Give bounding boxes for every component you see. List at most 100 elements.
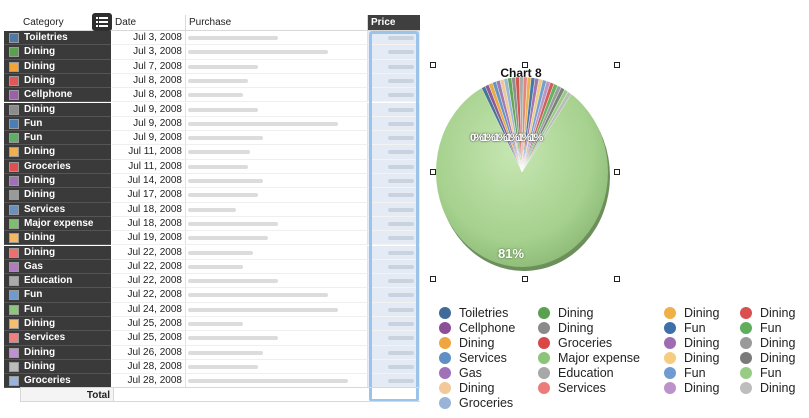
price-cell[interactable] <box>368 45 420 60</box>
price-cell[interactable] <box>368 188 420 203</box>
date-cell[interactable]: Jul 17, 2008 <box>112 188 186 203</box>
purchase-cell[interactable] <box>186 359 368 375</box>
price-cell[interactable] <box>368 259 420 275</box>
price-cell[interactable] <box>368 116 420 132</box>
price-cell[interactable] <box>368 59 420 74</box>
category-cell[interactable]: Major expense <box>4 216 111 232</box>
table-row[interactable]: Fun Jul 22, 2008 <box>0 288 420 303</box>
date-cell[interactable]: Jul 11, 2008 <box>112 145 186 160</box>
category-cell[interactable]: Fun <box>4 116 111 132</box>
date-cell[interactable]: Jul 9, 2008 <box>112 131 186 146</box>
resize-handle-top-left[interactable] <box>430 62 436 68</box>
resize-handle-top-center[interactable] <box>522 62 528 68</box>
price-cell[interactable] <box>368 317 420 332</box>
category-cell[interactable]: Fun <box>4 288 111 303</box>
purchase-cell[interactable] <box>186 288 368 303</box>
category-cell[interactable]: Cellphone <box>4 88 111 103</box>
purchase-cell[interactable] <box>186 88 368 103</box>
purchase-cell[interactable] <box>186 231 368 246</box>
date-cell[interactable]: Jul 26, 2008 <box>112 345 186 360</box>
resize-handle-bottom-center[interactable] <box>522 276 528 282</box>
table-row[interactable]: Dining Jul 22, 2008 <box>0 245 420 260</box>
category-cell[interactable]: Dining <box>4 73 111 89</box>
date-cell[interactable]: Jul 18, 2008 <box>112 216 186 232</box>
purchase-cell[interactable] <box>186 159 368 174</box>
date-cell[interactable]: Jul 3, 2008 <box>112 31 186 46</box>
purchase-cell[interactable] <box>186 331 368 346</box>
purchase-cell[interactable] <box>186 45 368 60</box>
purchase-cell[interactable] <box>186 259 368 275</box>
purchase-cell[interactable] <box>186 145 368 160</box>
price-cell[interactable] <box>368 216 420 232</box>
purchase-cell[interactable] <box>186 345 368 360</box>
table-row[interactable]: Toiletries Jul 3, 2008 <box>0 31 420 46</box>
purchase-cell[interactable] <box>186 302 368 317</box>
date-cell[interactable]: Jul 25, 2008 <box>112 331 186 346</box>
date-cell[interactable]: Jul 22, 2008 <box>112 245 186 260</box>
table-row[interactable]: Dining Jul 28, 2008 <box>0 359 420 375</box>
date-cell[interactable]: Jul 11, 2008 <box>112 159 186 174</box>
table-row[interactable]: Fun Jul 9, 2008 <box>0 131 420 146</box>
price-cell[interactable] <box>368 159 420 174</box>
category-cell[interactable]: Dining <box>4 102 111 117</box>
resize-handle-bottom-left[interactable] <box>430 276 436 282</box>
date-cell[interactable]: Jul 28, 2008 <box>112 359 186 375</box>
category-cell[interactable]: Dining <box>4 345 111 360</box>
date-cell[interactable]: Jul 19, 2008 <box>112 231 186 246</box>
table-row[interactable]: Dining Jul 14, 2008 <box>0 174 420 189</box>
date-cell[interactable]: Jul 25, 2008 <box>112 317 186 332</box>
resize-handle-top-right[interactable] <box>614 62 620 68</box>
category-cell[interactable]: Fun <box>4 131 111 146</box>
price-cell[interactable] <box>368 102 420 117</box>
resize-handle-middle-right[interactable] <box>614 169 620 175</box>
date-cell[interactable]: Jul 14, 2008 <box>112 174 186 189</box>
table-row[interactable]: Fun Jul 24, 2008 <box>0 302 420 317</box>
date-cell[interactable]: Jul 18, 2008 <box>112 202 186 217</box>
table-row[interactable]: Groceries Jul 11, 2008 <box>0 159 420 174</box>
date-column-header[interactable]: Date <box>112 15 186 31</box>
date-cell[interactable]: Jul 7, 2008 <box>112 59 186 74</box>
price-cell[interactable] <box>368 88 420 103</box>
category-menu-button[interactable] <box>92 13 112 31</box>
purchase-cell[interactable] <box>186 116 368 132</box>
table-row[interactable]: Dining Jul 25, 2008 <box>0 317 420 332</box>
price-cell[interactable] <box>368 174 420 189</box>
category-cell[interactable]: Groceries <box>4 159 111 174</box>
table-row[interactable]: Dining Jul 26, 2008 <box>0 345 420 360</box>
resize-handle-bottom-right[interactable] <box>614 276 620 282</box>
price-cell[interactable] <box>368 145 420 160</box>
table-row[interactable]: Dining Jul 7, 2008 <box>0 59 420 74</box>
date-cell[interactable]: Jul 8, 2008 <box>112 73 186 89</box>
table-row[interactable]: Dining Jul 19, 2008 <box>0 231 420 246</box>
price-cell[interactable] <box>368 302 420 317</box>
category-cell[interactable]: Dining <box>4 45 111 60</box>
date-cell[interactable]: Jul 9, 2008 <box>112 116 186 132</box>
category-cell[interactable]: Dining <box>4 317 111 332</box>
price-cell[interactable] <box>368 231 420 246</box>
resize-handle-middle-left[interactable] <box>430 169 436 175</box>
price-cell[interactable] <box>368 359 420 375</box>
category-cell[interactable]: Dining <box>4 174 111 189</box>
purchase-cell[interactable] <box>186 274 368 289</box>
category-cell[interactable]: Toiletries <box>4 31 111 46</box>
date-cell[interactable]: Jul 3, 2008 <box>112 45 186 60</box>
price-cell[interactable] <box>368 31 420 46</box>
category-cell[interactable]: Dining <box>4 145 111 160</box>
price-column-header[interactable]: Price <box>368 15 420 31</box>
purchase-cell[interactable] <box>186 102 368 117</box>
table-row[interactable]: Dining Jul 11, 2008 <box>0 145 420 160</box>
purchase-cell[interactable] <box>186 245 368 260</box>
category-cell[interactable]: Dining <box>4 231 111 246</box>
category-cell[interactable]: Education <box>4 274 111 289</box>
table-row[interactable]: Gas Jul 22, 2008 <box>0 259 420 275</box>
price-cell[interactable] <box>368 131 420 146</box>
price-cell[interactable] <box>368 73 420 89</box>
price-cell[interactable] <box>368 245 420 260</box>
date-cell[interactable]: Jul 9, 2008 <box>112 102 186 117</box>
purchase-cell[interactable] <box>186 174 368 189</box>
table-row[interactable]: Dining Jul 9, 2008 <box>0 102 420 117</box>
purchase-cell[interactable] <box>186 59 368 74</box>
purchase-cell[interactable] <box>186 216 368 232</box>
category-cell[interactable]: Services <box>4 331 111 346</box>
price-cell[interactable] <box>368 202 420 217</box>
